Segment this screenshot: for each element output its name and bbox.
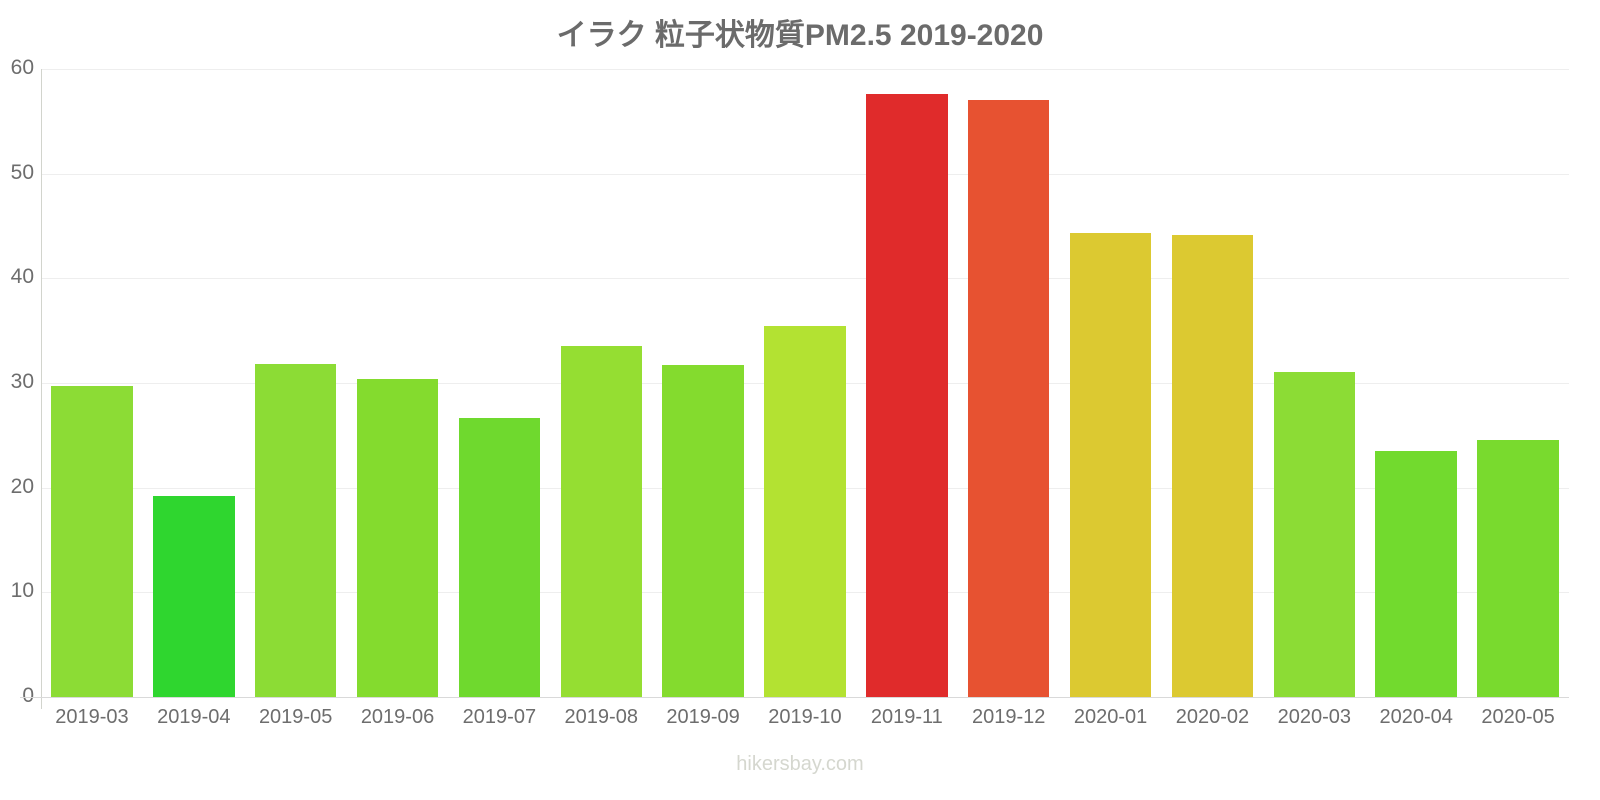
x-axis-tick-label: 2019-06 [360,706,435,728]
bar-slot [1060,69,1162,697]
x-axis-tick-label: 2020-02 [1175,706,1250,728]
bar-slot [1162,69,1264,697]
y-axis-tick-label: 30 [10,370,34,393]
x-axis-tick-label: 2019-08 [564,706,638,728]
x-axis-tick-label: 2020-03 [1277,706,1352,728]
bar-slot [448,69,550,697]
y-axis-tick-label: 0 [22,684,34,707]
bar[interactable] [967,100,1050,697]
y-axis-tick-label: 10 [10,579,34,603]
y-axis-tick-label: 20 [10,474,34,498]
bar[interactable] [356,378,439,697]
bar-slot [856,69,958,697]
y-axis-tick-label: 60 [10,56,34,79]
x-axis-tick-label: 2019-10 [768,706,842,728]
y-axis-tick-label: 50 [10,160,34,184]
y-axis-line [41,69,42,709]
x-axis-tick-label: 2019-09 [666,706,740,728]
bar-slot [143,69,245,697]
bar-slot [41,69,143,697]
bar-series [41,69,1569,697]
x-axis-tick-label: 2019-04 [157,706,231,728]
bar[interactable] [1375,451,1457,697]
gridline [41,278,1569,280]
x-axis-tick-label: 2019-12 [972,706,1046,728]
bar[interactable] [51,386,133,697]
bar[interactable] [866,94,948,697]
chart-title: イラク 粒子状物質PM2.5 2019-2020 [556,19,1044,52]
x-axis-tick-label: 2020-04 [1379,706,1453,728]
bar-slot [1467,69,1569,697]
bar-slot [958,69,1060,697]
bar[interactable] [254,364,337,697]
bar[interactable] [153,496,235,697]
bar-slot [347,69,449,697]
x-axis-tick-label: 2020-01 [1073,706,1148,728]
bar-slot [1263,69,1365,697]
bar[interactable] [764,326,846,697]
x-axis-tick-label: 2019-03 [55,706,129,728]
bar[interactable] [560,346,642,697]
gridline [41,173,1569,175]
bar[interactable] [1273,371,1356,697]
bar[interactable] [1069,233,1152,697]
source-watermark: hikersbay.com [736,753,864,775]
bar-slot [550,69,652,697]
x-axis-line [20,697,1569,698]
bar[interactable] [1477,439,1559,697]
bar[interactable] [458,417,541,697]
bar[interactable] [1171,235,1254,697]
x-axis-tick-label: 2019-07 [462,706,537,728]
y-axis-tick-label: 40 [10,265,34,289]
x-axis-tick-label: 2019-05 [258,706,333,728]
gridline [41,69,1569,70]
bar-slot [754,69,856,697]
bar-slot [245,69,347,697]
bar-slot [652,69,754,697]
x-axis-tick-label: 2019-11 [870,706,943,728]
x-axis-tick-label: 2020-05 [1481,706,1555,728]
bar-slot [1365,69,1467,697]
bar[interactable] [662,365,744,697]
